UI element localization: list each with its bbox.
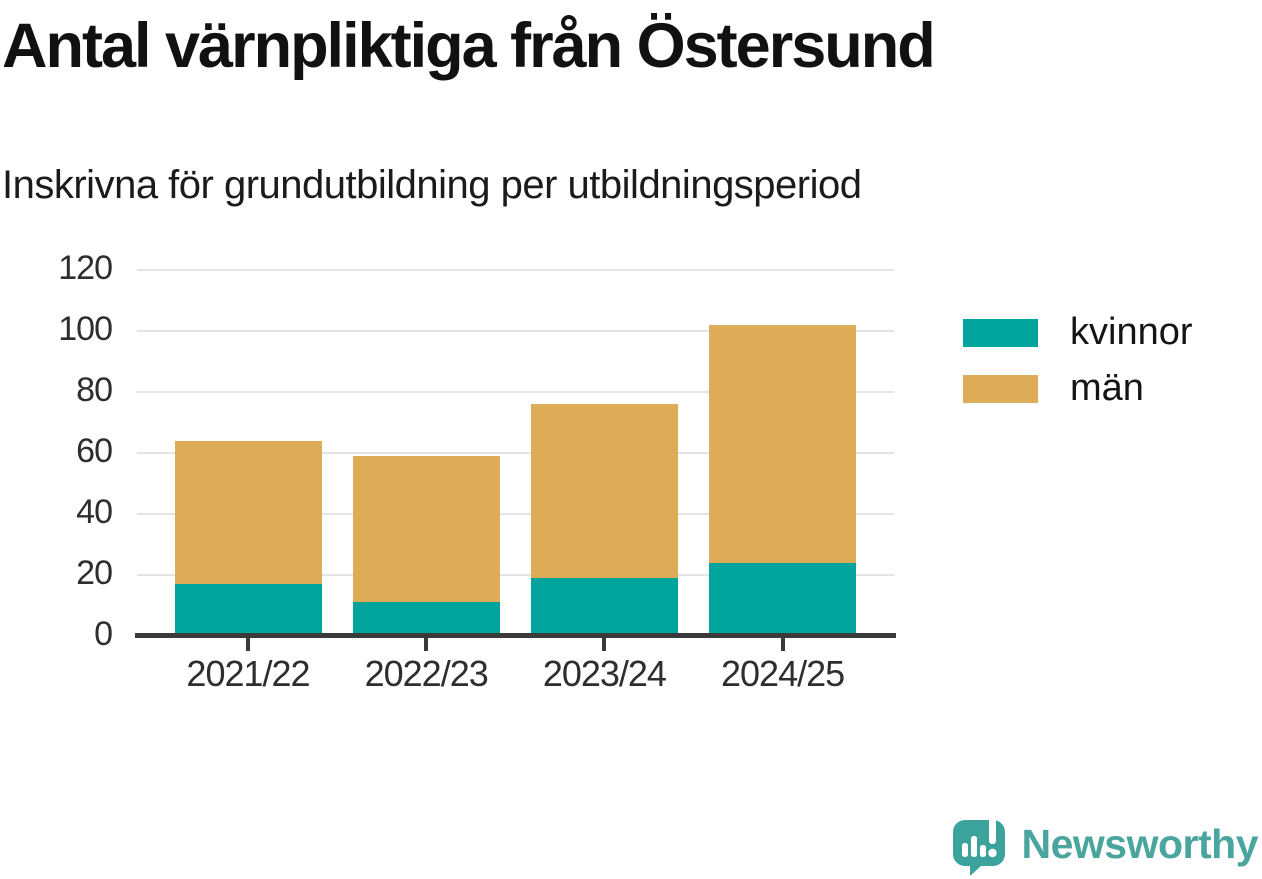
legend-swatch-män bbox=[963, 374, 1038, 403]
bar-segment-kvinnor-2021/22 bbox=[174, 584, 322, 636]
x-axis-tick-2021/22 bbox=[246, 638, 250, 651]
x-axis-tick-2024/25 bbox=[780, 638, 785, 651]
gridline-100 bbox=[137, 330, 894, 332]
legend-swatch-kvinnor bbox=[963, 318, 1038, 347]
gridline-40 bbox=[137, 513, 894, 515]
bar-segment-män-2022/23 bbox=[352, 456, 500, 603]
y-axis-label-40: 40 bbox=[76, 492, 113, 531]
y-axis-label-100: 100 bbox=[58, 309, 113, 348]
brand-name: Newsworthy bbox=[1021, 820, 1259, 867]
legend-label-kvinnor: kvinnor bbox=[1070, 311, 1193, 353]
x-axis-label-2022/23: 2022/23 bbox=[364, 653, 489, 694]
plot-area bbox=[137, 269, 894, 636]
bar-segment-kvinnor-2024/25 bbox=[709, 562, 857, 636]
newsworthy-logo-icon bbox=[952, 814, 1005, 876]
gridline-120 bbox=[137, 269, 894, 271]
chart-title: Antal värnpliktiga från Östersund bbox=[2, 11, 936, 81]
x-axis-label-2021/22: 2021/22 bbox=[186, 653, 310, 694]
x-axis-tick-2022/23 bbox=[424, 638, 429, 651]
legend-item-kvinnor: kvinnor bbox=[963, 311, 1193, 354]
gridline-60 bbox=[137, 452, 894, 454]
gridline-20 bbox=[137, 574, 894, 576]
bar-segment-kvinnor-2023/24 bbox=[530, 578, 678, 636]
bar-segment-män-2021/22 bbox=[174, 440, 322, 585]
chart-subtitle: Inskrivna för grundutbildning per utbild… bbox=[2, 163, 862, 207]
x-axis-label-2023/24: 2023/24 bbox=[542, 653, 667, 694]
y-axis-label-60: 60 bbox=[76, 431, 113, 470]
bar-segment-män-2024/25 bbox=[709, 324, 857, 563]
y-axis-label-20: 20 bbox=[76, 553, 113, 592]
bar-segment-män-2023/24 bbox=[530, 404, 678, 579]
y-axis-label-80: 80 bbox=[76, 370, 113, 409]
x-axis-label-2024/25: 2024/25 bbox=[721, 653, 845, 694]
bar-segment-kvinnor-2022/23 bbox=[352, 602, 500, 636]
x-axis-tick-2023/24 bbox=[602, 638, 607, 651]
gridline-80 bbox=[137, 391, 894, 393]
legend-label-män: män bbox=[1070, 367, 1144, 409]
x-axis-line bbox=[135, 633, 896, 638]
brand-footer: Newsworthy bbox=[952, 812, 1259, 876]
legend-item-män: män bbox=[963, 367, 1144, 410]
y-axis-label-0: 0 bbox=[94, 614, 113, 653]
y-axis-label-120: 120 bbox=[58, 248, 113, 287]
